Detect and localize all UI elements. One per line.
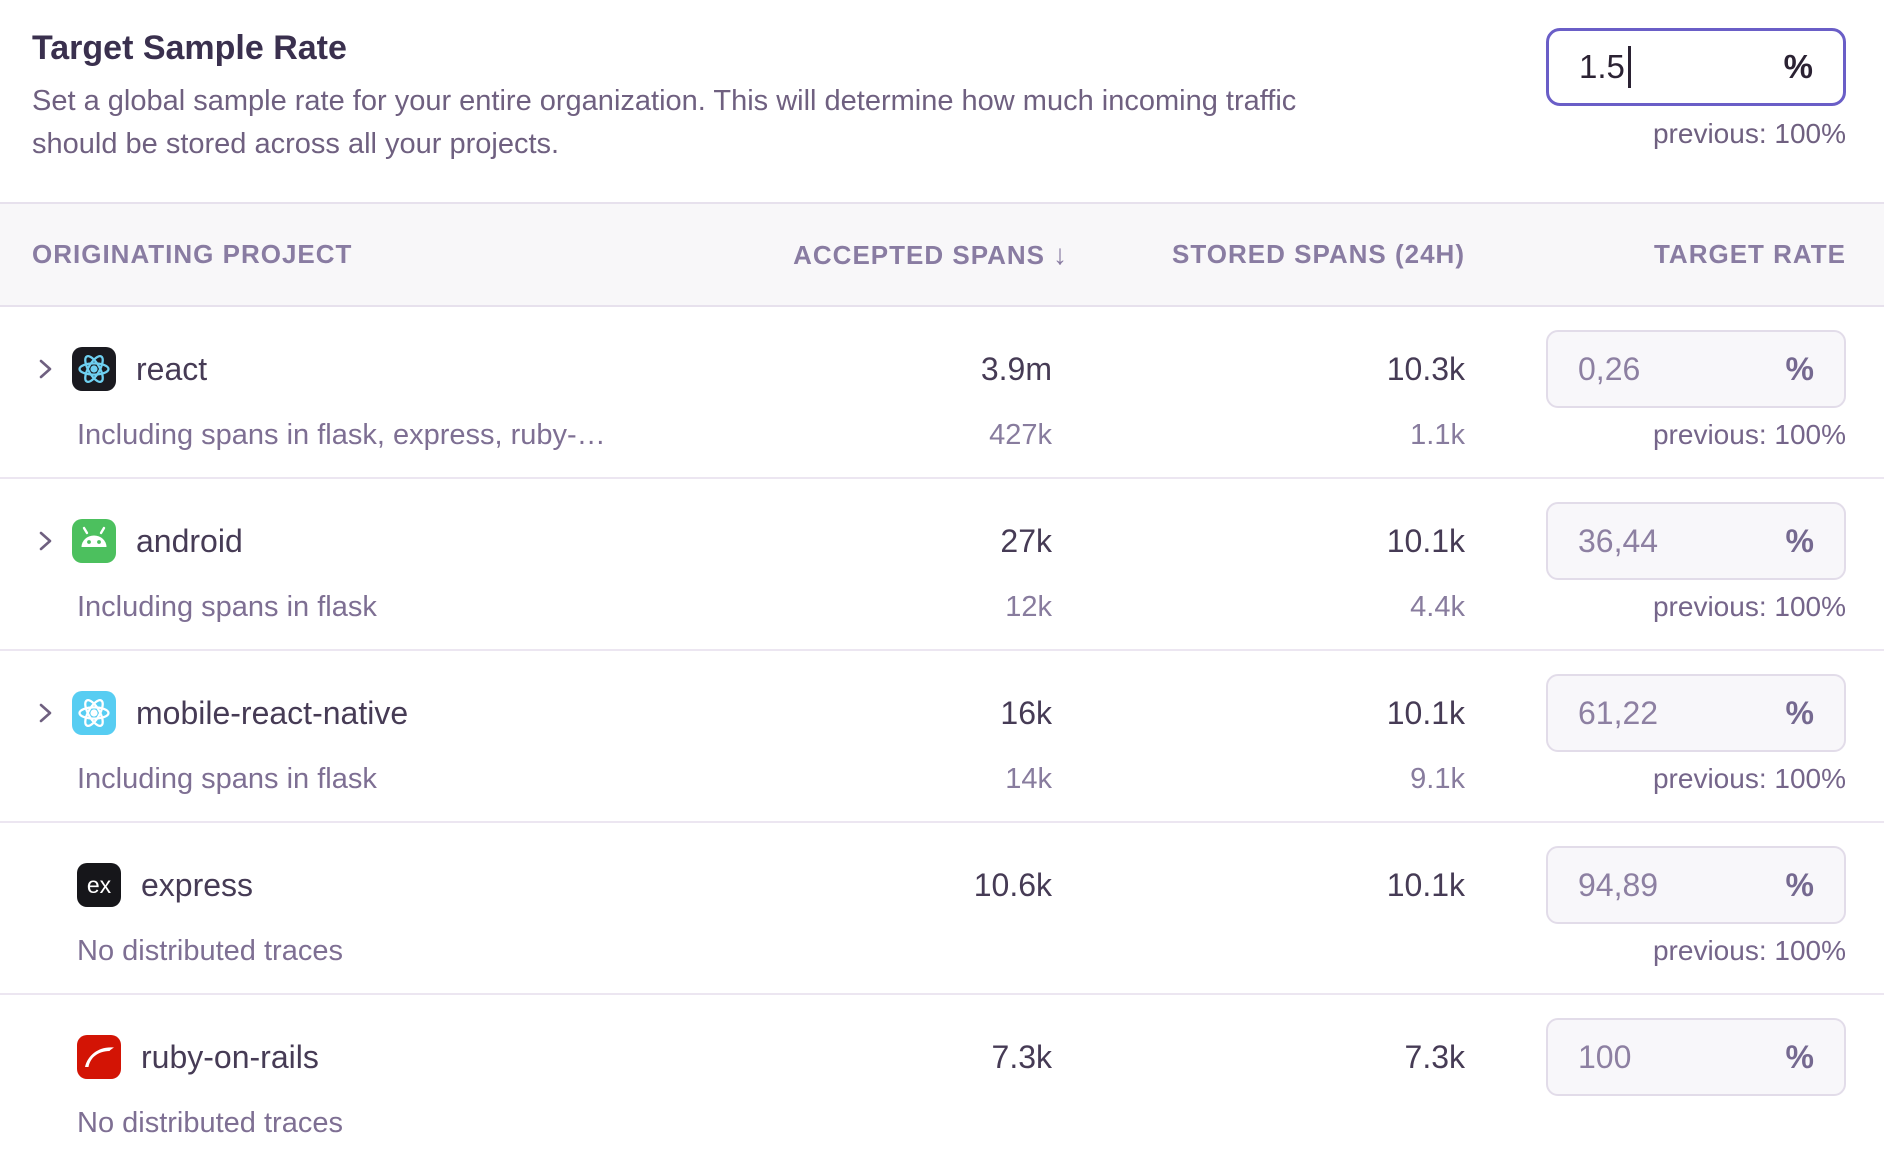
target-rate-input[interactable]: 94,89 %	[1546, 846, 1846, 924]
svg-text:ex: ex	[87, 872, 112, 898]
sub-stored-spans: 1.1k	[1410, 418, 1465, 451]
project-name: mobile-react-native	[136, 694, 409, 731]
table-row: ruby-on-rails 7.3k 7.3k 100 % No distrib…	[0, 995, 1884, 1160]
target-rate-value: 94,89	[1578, 866, 1659, 903]
text-caret	[1627, 46, 1631, 88]
global-sample-rate-value: 1.5	[1579, 48, 1625, 85]
target-rate-input[interactable]: 100 %	[1546, 1018, 1846, 1096]
target-rate-input[interactable]: 36,44 %	[1546, 502, 1846, 580]
distributed-traces-note: Including spans in flask	[77, 590, 377, 623]
table-row: react 3.9m 10.3k 0,26 % Including spans …	[0, 307, 1884, 479]
accepted-spans-value: 16k	[1000, 694, 1052, 731]
project-name: react	[136, 350, 208, 387]
project-cell: mobile-react-native	[32, 691, 752, 735]
stored-spans-value: 10.3k	[1386, 350, 1465, 387]
percent-suffix: %	[1785, 1038, 1814, 1075]
project-cell: ruby-on-rails	[32, 1035, 752, 1079]
target-rate-value: 100	[1578, 1038, 1632, 1075]
ruby-on-rails-icon	[77, 1035, 121, 1079]
previous-rate: previous: 100%	[1652, 419, 1846, 450]
previous-rate: previous: 100%	[1652, 591, 1846, 622]
distributed-traces-note: No distributed traces	[77, 1106, 343, 1139]
column-header-stored-spans: Stored Spans (24h)	[1172, 239, 1465, 269]
express-icon: ex	[77, 863, 121, 907]
sub-accepted-spans: 12k	[1005, 590, 1052, 623]
project-cell: ex express	[32, 863, 752, 907]
target-rate-value: 61,22	[1578, 694, 1659, 731]
stored-spans-value: 10.1k	[1386, 866, 1465, 903]
project-cell: react	[32, 347, 752, 391]
percent-suffix: %	[1785, 522, 1814, 559]
table-row: ex express 10.6k 10.1k 94,89 % No distri…	[0, 823, 1884, 995]
target-sample-rate-section: Target Sample Rate Set a global sample r…	[0, 0, 1884, 202]
table-row: mobile-react-native 16k 10.1k 61,22 % In…	[0, 651, 1884, 823]
target-rate-input[interactable]: 0,26 %	[1546, 330, 1846, 408]
percent-suffix: %	[1785, 694, 1814, 731]
expand-chevron-icon[interactable]	[32, 356, 58, 382]
sub-stored-spans: 9.1k	[1410, 762, 1465, 795]
column-header-originating-project: Originating Project	[32, 239, 353, 269]
target-rate-value: 36,44	[1578, 522, 1659, 559]
distributed-traces-note: Including spans in flask, express, ruby-…	[77, 418, 606, 451]
global-sample-rate-input[interactable]: 1.5 %	[1546, 28, 1846, 106]
react-native-icon	[72, 691, 116, 735]
percent-suffix: %	[1783, 48, 1813, 85]
stored-spans-value: 10.1k	[1386, 694, 1465, 731]
target-rate-value: 0,26	[1578, 350, 1641, 387]
react-icon	[72, 347, 116, 391]
expand-chevron-icon[interactable]	[32, 528, 58, 554]
stored-spans-value: 10.1k	[1386, 522, 1465, 559]
accepted-spans-value: 10.6k	[973, 866, 1052, 903]
column-header-accepted-spans[interactable]: Accepted Spans ↓	[793, 238, 1068, 270]
sub-stored-spans: 4.4k	[1410, 590, 1465, 623]
percent-suffix: %	[1785, 866, 1814, 903]
accepted-spans-value: 3.9m	[980, 350, 1052, 387]
previous-rate: previous: 100%	[1652, 763, 1846, 794]
page-description: Set a global sample rate for your entire…	[32, 80, 1846, 166]
sub-accepted-spans: 427k	[989, 418, 1052, 451]
distributed-traces-note: Including spans in flask	[77, 762, 377, 795]
table-row: android 27k 10.1k 36,44 % Including span…	[0, 479, 1884, 651]
target-rate-input[interactable]: 61,22 %	[1546, 674, 1846, 752]
column-header-target-rate: Target Rate	[1653, 239, 1846, 269]
project-name: ruby-on-rails	[141, 1038, 319, 1075]
percent-suffix: %	[1785, 350, 1814, 387]
distributed-traces-note: No distributed traces	[77, 934, 343, 967]
global-previous-rate: previous: 100%	[1652, 118, 1846, 149]
previous-rate: previous: 100%	[1652, 935, 1846, 966]
project-cell: android	[32, 519, 752, 563]
project-name: express	[141, 866, 254, 903]
stored-spans-value: 7.3k	[1404, 1038, 1465, 1075]
sort-descending-icon: ↓	[1053, 238, 1068, 270]
expand-chevron-icon[interactable]	[32, 700, 58, 726]
table-header: Originating Project Accepted Spans ↓ Stor…	[0, 202, 1884, 307]
accepted-spans-value: 7.3k	[991, 1038, 1052, 1075]
accepted-spans-value: 27k	[1000, 522, 1052, 559]
page-description-line1: Set a global sample rate for your entire…	[32, 85, 1297, 117]
project-name: android	[136, 522, 243, 559]
page-description-line2: should be stored across all your project…	[32, 128, 560, 160]
sub-accepted-spans: 14k	[1005, 762, 1052, 795]
android-icon	[72, 519, 116, 563]
page-title: Target Sample Rate	[32, 29, 347, 67]
